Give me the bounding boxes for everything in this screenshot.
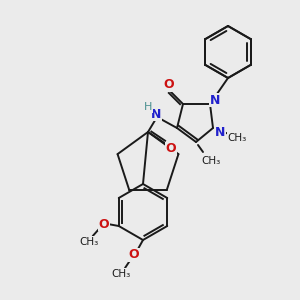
Text: CH₃: CH₃: [79, 237, 98, 247]
Text: N: N: [215, 125, 225, 139]
Text: O: O: [164, 79, 174, 92]
Text: O: O: [98, 218, 109, 230]
Text: O: O: [166, 142, 176, 155]
Text: N: N: [151, 107, 161, 121]
Text: O: O: [129, 248, 139, 262]
Text: H: H: [144, 102, 152, 112]
Text: N: N: [210, 94, 220, 106]
Text: CH₃: CH₃: [201, 156, 220, 166]
Text: CH₃: CH₃: [111, 269, 130, 279]
Text: CH₃: CH₃: [227, 133, 247, 143]
